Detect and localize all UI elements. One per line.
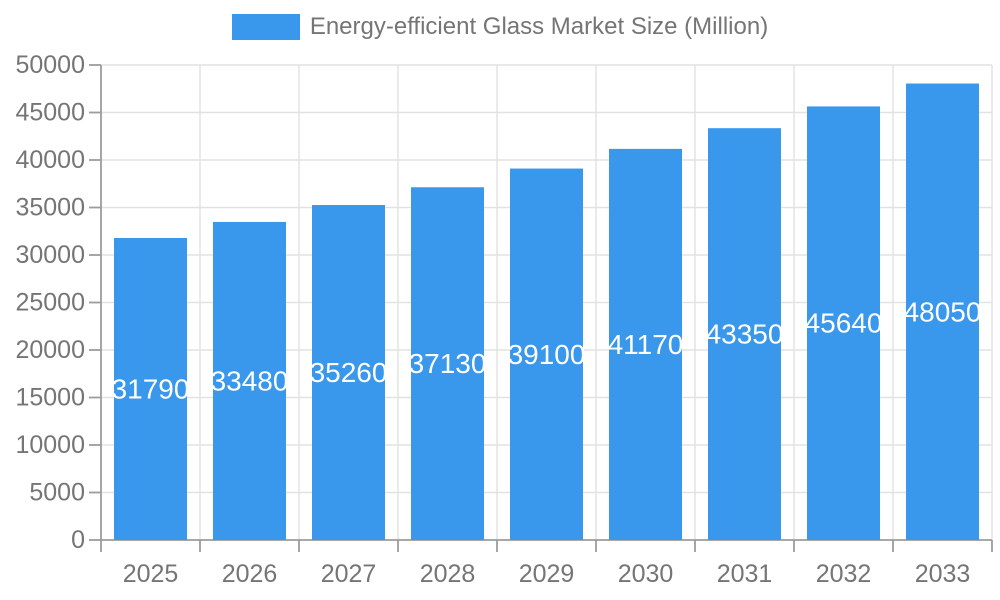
y-tick-label: 15000	[15, 384, 85, 412]
bar-value-label: 48050	[904, 296, 982, 327]
bar-value-label: 33480	[211, 365, 289, 396]
y-tick-label: 20000	[15, 336, 85, 364]
legend-label: Energy-efficient Glass Market Size (Mill…	[309, 13, 769, 40]
legend-swatch-icon	[231, 14, 300, 40]
y-tick-label: 10000	[15, 431, 85, 459]
bar	[708, 128, 781, 541]
bar-value-label: 45640	[805, 308, 883, 339]
x-tick-label: 2033	[915, 560, 971, 588]
bar-value-label: 31790	[112, 373, 190, 404]
y-tick-label: 50000	[15, 51, 85, 79]
bar	[213, 221, 286, 540]
bar	[609, 148, 682, 540]
bar-value-label: 43350	[706, 319, 784, 350]
y-tick-label: 40000	[15, 146, 85, 174]
y-tick-label: 5000	[29, 479, 85, 507]
bar	[411, 187, 484, 540]
y-tick-label: 45000	[15, 99, 85, 127]
x-tick-label: 2032	[816, 560, 872, 588]
legend-item-market-size[interactable]: Energy-efficient Glass Market Size (Mill…	[231, 13, 769, 40]
x-tick-label: 2025	[123, 560, 179, 588]
chart-legend: Energy-efficient Glass Market Size (Mill…	[0, 14, 1000, 40]
bar-value-label: 39100	[508, 339, 586, 370]
bar	[114, 237, 187, 540]
x-tick-label: 2031	[717, 560, 773, 588]
bar	[510, 168, 583, 541]
x-tick-label: 2030	[618, 560, 674, 588]
y-tick-label: 30000	[15, 241, 85, 269]
bar	[312, 205, 385, 540]
bar	[906, 83, 979, 541]
y-tick-label: 0	[71, 526, 85, 554]
x-tick-label: 2027	[321, 560, 377, 588]
bar-value-label: 37130	[409, 348, 487, 379]
bar	[807, 106, 880, 541]
bar-value-label: 35260	[310, 357, 388, 388]
y-tick-label: 25000	[15, 289, 85, 317]
x-tick-label: 2026	[222, 560, 278, 588]
bar-value-label: 41170	[608, 329, 684, 360]
x-tick-label: 2028	[420, 560, 476, 588]
y-tick-label: 35000	[15, 194, 85, 222]
x-tick-label: 2029	[519, 560, 575, 588]
